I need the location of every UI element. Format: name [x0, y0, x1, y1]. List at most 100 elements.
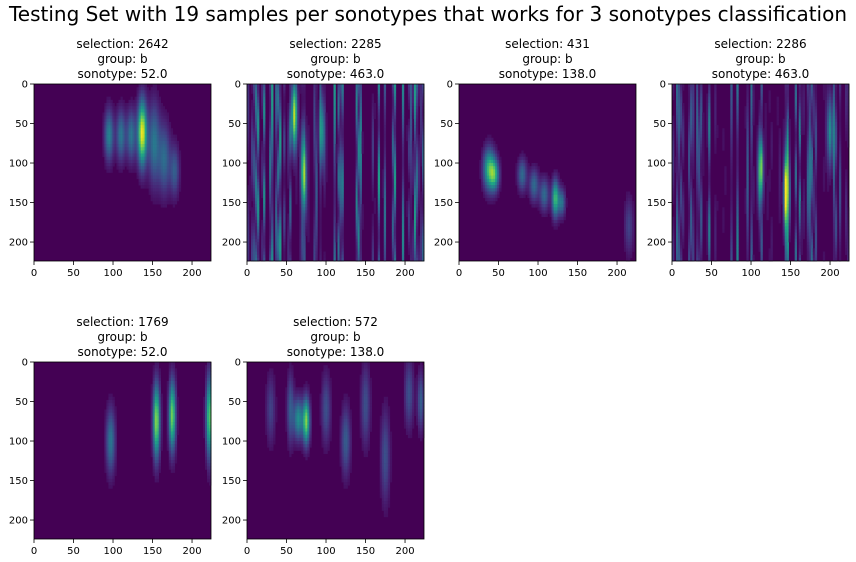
heat-cell	[525, 169, 528, 173]
heat-cell	[263, 248, 266, 252]
heat-cell	[130, 106, 133, 110]
heat-cell	[144, 106, 147, 110]
heat-cell	[527, 163, 530, 167]
heat-cell	[138, 166, 141, 170]
heat-cell	[130, 102, 133, 107]
heat-cell	[411, 238, 415, 243]
heat-cell	[333, 125, 336, 129]
heat-cell	[323, 194, 326, 199]
heat-cell	[108, 156, 111, 161]
heat-cell	[263, 163, 266, 167]
heat-cell	[305, 213, 308, 218]
heat-cell	[371, 229, 375, 233]
heat-cell	[138, 140, 141, 145]
heat-cell	[417, 181, 421, 186]
heat-cell	[271, 115, 274, 120]
heat-cell	[271, 166, 274, 170]
heat-cell	[295, 175, 298, 180]
heat-cell	[700, 118, 703, 123]
heat-cell	[325, 156, 328, 161]
heat-cell	[491, 172, 494, 176]
heat-cell	[275, 153, 278, 157]
heat-cell	[110, 128, 113, 132]
heat-cell	[698, 150, 701, 154]
heat-cell	[130, 109, 133, 113]
heat-cell	[174, 153, 178, 157]
heat-cell	[355, 106, 358, 110]
heat-cell	[383, 90, 387, 94]
heat-cell	[357, 121, 360, 126]
heat-cell	[377, 251, 381, 255]
heat-cell	[629, 213, 633, 218]
heat-cell	[104, 144, 107, 148]
heat-cell	[251, 118, 254, 123]
heat-cell	[519, 153, 522, 157]
heat-cell	[409, 140, 413, 145]
heat-cell	[251, 229, 254, 233]
heat-cell	[303, 248, 306, 252]
heat-cell	[627, 194, 631, 199]
heat-cell	[539, 204, 542, 208]
heat-cell	[315, 204, 318, 208]
heat-cell	[287, 172, 290, 176]
heat-cell	[132, 115, 135, 120]
heat-cell	[104, 150, 107, 154]
heat-cell	[688, 219, 691, 224]
heat-cell	[702, 144, 705, 148]
heat-cell	[136, 153, 139, 157]
heat-cell	[247, 242, 250, 246]
heat-cell	[269, 144, 272, 148]
heat-cell	[391, 200, 395, 205]
heat-cell	[271, 223, 274, 227]
heat-cell	[313, 93, 316, 97]
heat-cell	[415, 251, 419, 255]
heat-cell	[158, 106, 162, 110]
heat-cell	[698, 99, 701, 104]
heat-cell	[401, 191, 405, 195]
heat-cell	[531, 181, 534, 186]
heat-cell	[696, 90, 699, 94]
heat-cell	[257, 242, 260, 246]
heat-cell	[700, 115, 703, 120]
heat-cell	[303, 144, 306, 148]
heat-cell	[257, 99, 260, 104]
heat-cell	[269, 102, 272, 107]
heat-cell	[283, 223, 286, 227]
heat-cell	[269, 99, 272, 104]
heat-cell	[557, 207, 560, 211]
heat-cell	[383, 248, 387, 252]
heat-cell	[138, 175, 141, 180]
heat-cell	[110, 112, 113, 116]
heat-cell	[696, 204, 699, 208]
heat-cell	[688, 150, 691, 154]
heat-cell	[321, 121, 324, 126]
heat-cell	[176, 188, 180, 192]
heat-cell	[104, 102, 107, 107]
heat-cell	[409, 131, 413, 135]
heat-cell	[301, 257, 304, 262]
heat-cell	[401, 210, 405, 214]
heat-cell	[112, 115, 115, 120]
heat-cell	[291, 159, 294, 164]
heat-cell	[247, 137, 250, 142]
heat-cell	[279, 115, 282, 120]
heat-cell	[160, 172, 164, 176]
heat-cell	[110, 134, 113, 139]
heat-cell	[407, 150, 411, 154]
heat-cell	[539, 191, 542, 195]
heat-cell	[315, 84, 318, 88]
heat-cell	[160, 156, 164, 161]
heat-cell	[299, 197, 302, 202]
heat-cell	[489, 194, 492, 199]
heat-cell	[391, 84, 395, 88]
heat-cell	[533, 197, 536, 202]
heat-cell	[305, 131, 308, 135]
heat-cell	[393, 93, 397, 97]
heat-cell	[160, 131, 164, 135]
heat-cell	[383, 242, 387, 246]
heat-cell	[341, 235, 344, 240]
heat-cell	[391, 137, 395, 142]
heat-cell	[319, 242, 322, 246]
heat-cell	[517, 156, 520, 161]
heat-cell	[407, 84, 411, 88]
